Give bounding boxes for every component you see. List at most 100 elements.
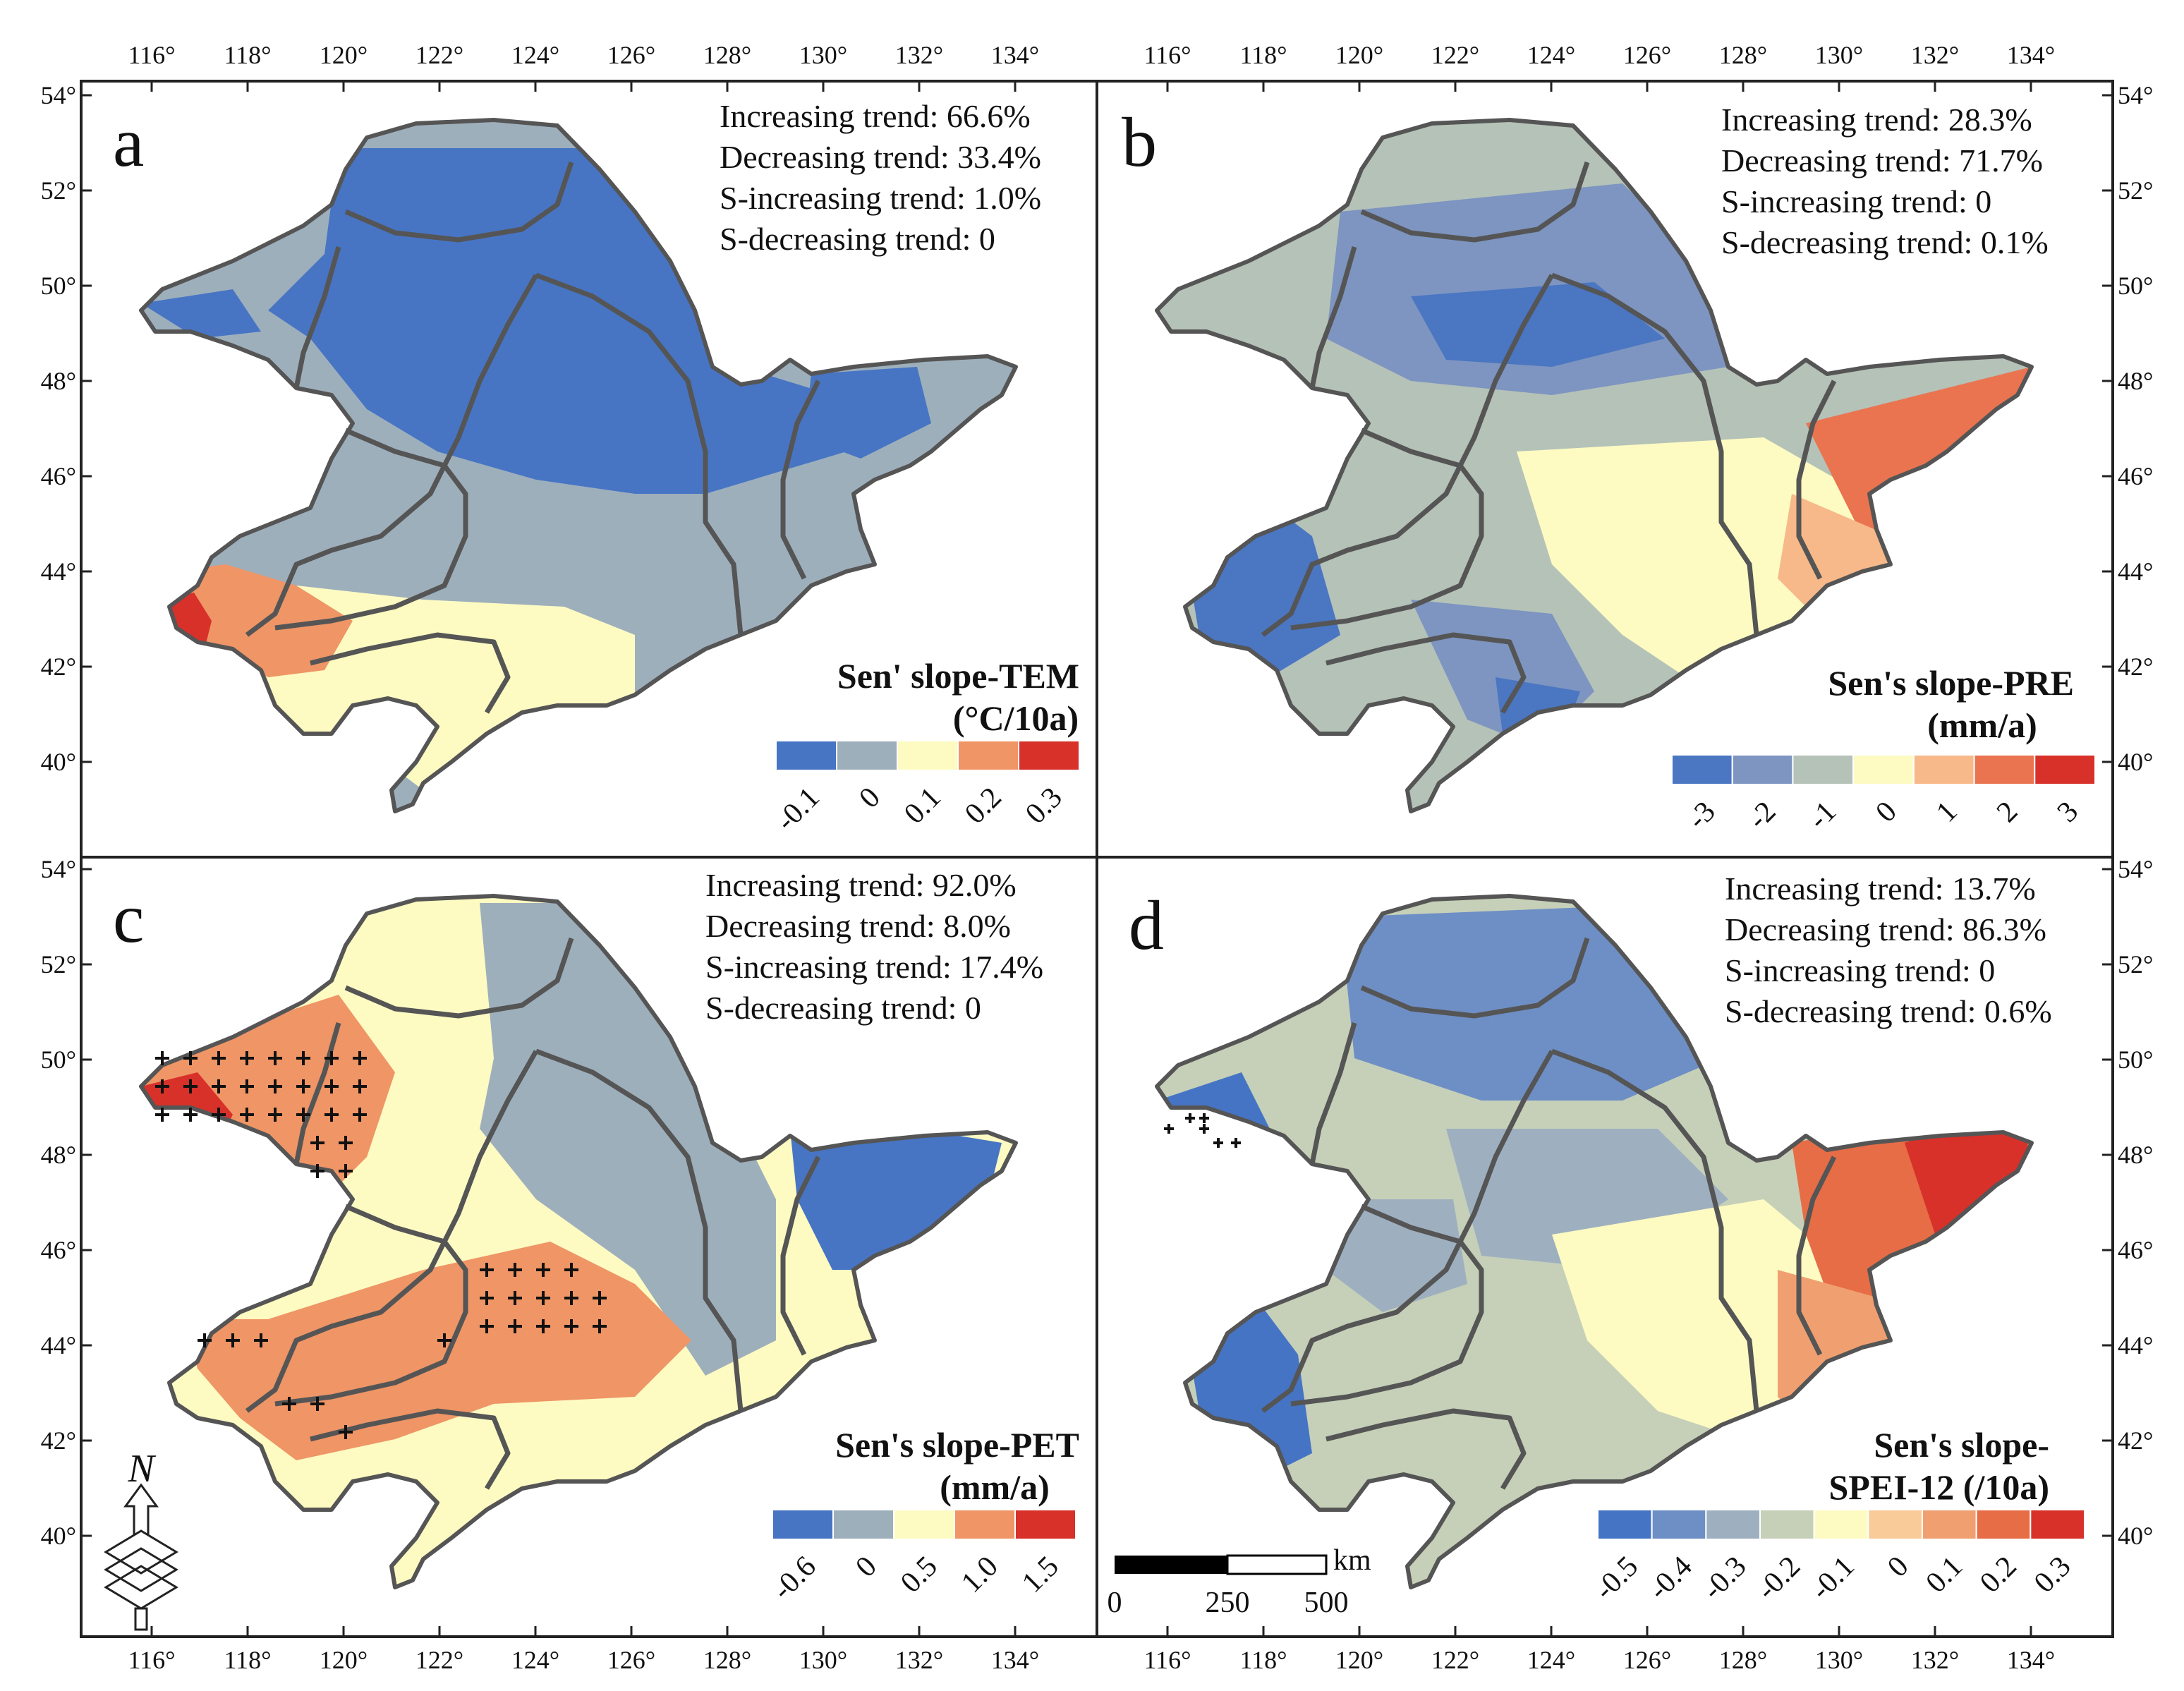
legend-tick-label: -0.6 [766, 1550, 823, 1606]
panel-b-letter: b [1122, 103, 1157, 181]
panel-b-legend-title-1: Sen's slope-PRE [1828, 663, 2074, 703]
lat-label-right: 52° [2118, 950, 2153, 978]
panel-d-stat-decreasing: Decreasing trend: 86.3% [1725, 911, 2046, 947]
legend-tick-label: 0 [849, 1550, 882, 1583]
legend-swatch [897, 740, 959, 771]
panel-b-legend: -3 -2 -1 0 1 2 3 [1671, 754, 2096, 836]
panel-c-stat-decreasing: Decreasing trend: 8.0% [705, 908, 1011, 944]
lat-label-left: 52° [41, 176, 76, 205]
legend-tick-label: 2 [1991, 795, 2024, 828]
lon-label-bottom: 128° [703, 1646, 751, 1674]
lat-label-right: 50° [2118, 1045, 2153, 1074]
lon-label-bottom: 134° [991, 1646, 1039, 1674]
lat-label-left: 44° [41, 1331, 76, 1359]
north-arrow: N [104, 1447, 178, 1631]
legend-swatch [2034, 754, 2096, 785]
legend-swatch [832, 1509, 894, 1540]
lon-label-bottom: 120° [320, 1646, 368, 1674]
legend-tick-label: 0 [853, 781, 886, 814]
legend-swatch [1705, 1509, 1761, 1540]
lon-label-top: 124° [511, 41, 559, 69]
legend-tick-label: -0.4 [1642, 1550, 1699, 1606]
lon-label-top: 118° [224, 41, 271, 69]
legend-swatch [1759, 1509, 1815, 1540]
lat-label-left: 40° [41, 1522, 76, 1550]
legend-swatch [1731, 754, 1794, 785]
scale-bar-black [1115, 1556, 1227, 1574]
panel-c-legend-title-1: Sen's slope-PET [835, 1425, 1079, 1465]
legend-swatch [1852, 754, 1915, 785]
lon-label-top: 126° [607, 41, 655, 69]
legend-tick-label: 0.5 [894, 1550, 944, 1599]
lon-label-top: 128° [703, 41, 751, 69]
lon-label-bottom: 116° [128, 1646, 175, 1674]
panel-a-legend: -0.1 0 0.1 0.2 0.3 [770, 740, 1080, 837]
lat-label-right: 44° [2118, 557, 2153, 586]
lon-label-top: 122° [1431, 41, 1479, 69]
lat-label-left: 44° [41, 557, 76, 586]
legend-swatch [1813, 1509, 1869, 1540]
legend-swatch [836, 740, 898, 771]
legend-swatch [1651, 1509, 1707, 1540]
lon-label-top: 132° [895, 41, 943, 69]
lon-label-bottom: 118° [224, 1646, 271, 1674]
panel-b-stat-decreasing: Decreasing trend: 71.7% [1721, 143, 2043, 178]
panel-d-significance-markers [1164, 1113, 1241, 1148]
panel-d: d Increasing trend: 13.7% Decreasing tre… [1108, 871, 2085, 1619]
lat-label-left: 40° [41, 748, 76, 776]
panel-a-stat-decreasing: Decreasing trend: 33.4% [720, 139, 1041, 175]
north-arrow-stem [134, 1607, 148, 1631]
lat-label-right: 48° [2118, 1141, 2153, 1169]
panel-a-stat-increasing: Increasing trend: 66.6% [720, 98, 1031, 134]
panel-c-stat-s-increasing: S-increasing trend: 17.4% [705, 949, 1043, 985]
lon-label-top: 128° [1719, 41, 1767, 69]
panel-c-stat-s-decreasing: S-decreasing trend: 0 [705, 990, 981, 1026]
lon-label-bottom: 130° [1815, 1646, 1863, 1674]
layers-icon [104, 1529, 178, 1610]
lon-label-top: 118° [1239, 41, 1287, 69]
scale-bar-label-500: 500 [1304, 1587, 1349, 1619]
panel-a-stat-s-increasing: S-increasing trend: 1.0% [720, 180, 1041, 216]
panel-d-letter: d [1129, 886, 1164, 964]
lat-label-right: 42° [2118, 1426, 2153, 1455]
panel-d-stat-s-increasing: S-increasing trend: 0 [1725, 952, 1995, 988]
legend-swatch [957, 740, 1019, 771]
lon-label-top: 134° [2007, 41, 2055, 69]
legend-tick-label: 0 [1869, 795, 1903, 828]
panel-b-stat-s-decreasing: S-decreasing trend: 0.1% [1721, 224, 2049, 260]
lat-label-left: 54° [41, 855, 76, 883]
graticule-labels: 116° 116° 118° 118° 120° 120° 122° 122° 124° 124°… [41, 41, 2154, 1674]
scale-bar-unit: km [1333, 1544, 1371, 1577]
scale-bar: km 0 250 500 [1108, 1544, 1372, 1619]
legend-swatch [893, 1509, 955, 1540]
legend-swatch [1975, 1509, 2032, 1540]
legend-swatch [1922, 1509, 1977, 1540]
lat-label-right: 48° [2118, 367, 2153, 395]
panel-c-legend-title-2: (mm/a) [940, 1467, 1050, 1507]
panel-b-legend-title-2: (mm/a) [1927, 705, 2037, 745]
legend-swatch [1597, 1509, 1653, 1540]
lon-label-bottom: 124° [511, 1646, 559, 1674]
lat-label-left: 48° [41, 1141, 76, 1169]
scale-bar-label-0: 0 [1108, 1587, 1122, 1619]
panel-d-legend-title-1: Sen's slope- [1874, 1425, 2049, 1465]
lon-label-bottom: 134° [2007, 1646, 2055, 1674]
lat-label-right: 54° [2118, 81, 2153, 109]
lat-label-left: 46° [41, 462, 76, 490]
panel-c: c Increasing trend: 92.0% Decreasing tre… [104, 867, 1079, 1631]
legend-tick-label: 0.1 [1920, 1550, 1970, 1599]
legend-tick-label: -1 [1802, 795, 1843, 835]
lon-label-bottom: 116° [1143, 1646, 1191, 1674]
lat-label-right: 50° [2118, 272, 2153, 300]
lon-label-bottom: 122° [1431, 1646, 1479, 1674]
legend-tick-label: 0.1 [898, 781, 947, 830]
panel-a-legend-title-1: Sen' slope-TEM [837, 656, 1079, 696]
legend-swatch [775, 740, 837, 771]
panel-b-stat-s-increasing: S-increasing trend: 0 [1721, 183, 1991, 219]
panel-d-legend-title-2: SPEI-12 (/10a) [1829, 1467, 2050, 1507]
panel-a-stat-s-decreasing: S-decreasing trend: 0 [720, 221, 995, 257]
lon-label-top: 122° [415, 41, 463, 69]
panel-d-stat-s-decreasing: S-decreasing trend: 0.6% [1725, 993, 2052, 1029]
legend-tick-label: 1 [1930, 795, 1963, 828]
lon-label-top: 116° [128, 41, 175, 69]
